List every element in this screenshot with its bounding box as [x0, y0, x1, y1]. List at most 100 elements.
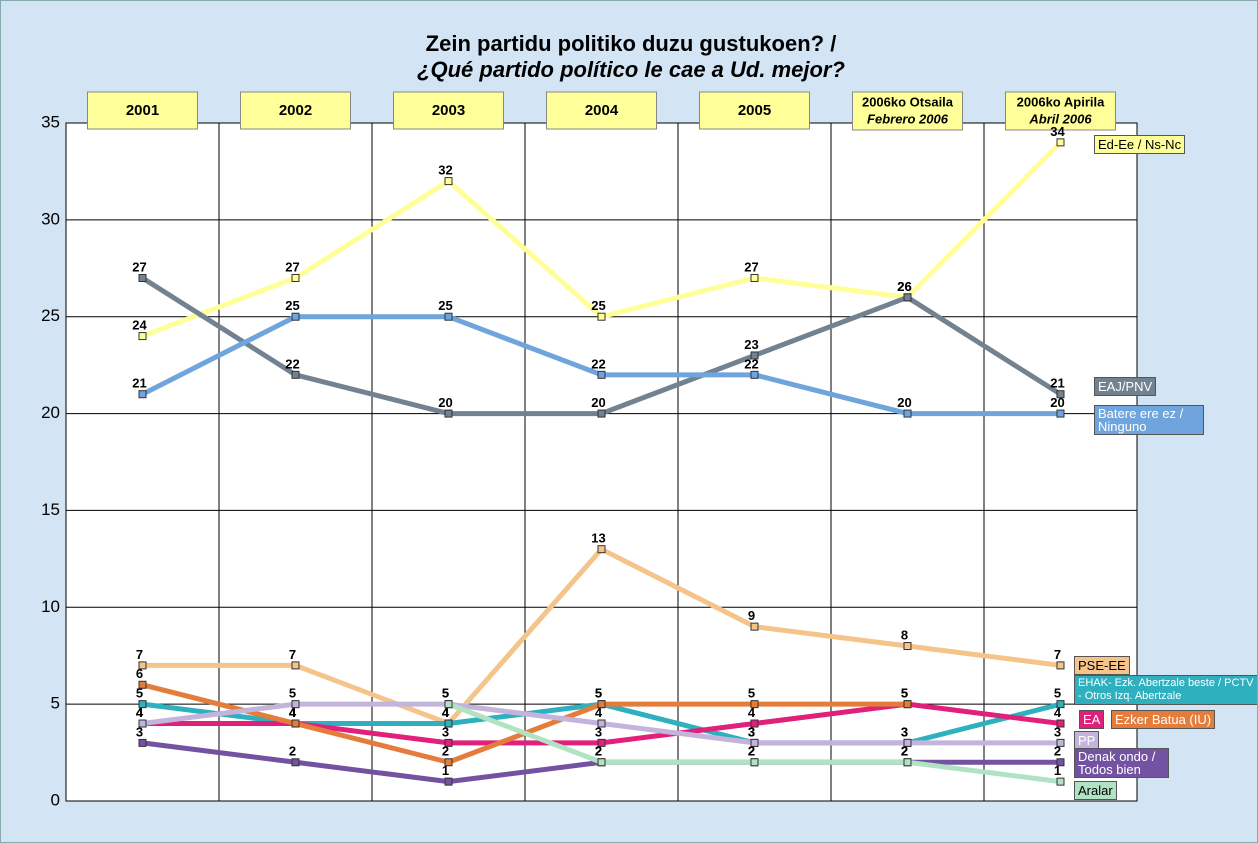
plot-area — [65, 122, 1138, 802]
x-tick-label: Febrero 2006 — [867, 111, 949, 126]
point — [138, 390, 147, 399]
y-tick-label: 30 — [41, 209, 60, 228]
data-label: 1 — [442, 763, 449, 778]
data-label: 7 — [289, 647, 296, 662]
data-label: 5 — [1054, 686, 1061, 701]
data-label: 3 — [901, 724, 908, 739]
data-label: 8 — [901, 627, 908, 642]
data-label: 25 — [285, 298, 299, 313]
point — [597, 719, 606, 728]
point — [444, 738, 453, 747]
legend-entry: Ezker Batua (IU) — [1111, 710, 1216, 729]
data-label: 5 — [136, 686, 143, 701]
legend-entry: EHAK- Ezk. Abertzale beste / PCTV - Otro… — [1074, 675, 1257, 705]
point — [1056, 409, 1065, 418]
data-label: 2 — [901, 744, 908, 759]
x-tick-label: 2006ko Apirila — [1017, 94, 1105, 109]
point — [750, 758, 759, 767]
data-label: 20 — [438, 395, 452, 410]
x-tick-label: 2005 — [738, 102, 771, 119]
category-box — [546, 91, 657, 130]
point — [903, 758, 912, 767]
data-label: 2 — [595, 744, 602, 759]
category-box — [852, 91, 963, 131]
data-label: 24 — [132, 318, 147, 333]
point — [1056, 138, 1065, 147]
point — [138, 332, 147, 341]
data-label: 4 — [289, 705, 297, 720]
point — [138, 700, 147, 709]
category-box — [240, 91, 351, 130]
legend-entry: EA — [1079, 710, 1105, 729]
data-label: 26 — [897, 279, 911, 294]
data-label: 13 — [591, 531, 605, 546]
legend-entry: PSE-EE — [1074, 656, 1130, 675]
legend-entry: PP — [1074, 731, 1100, 750]
point — [444, 777, 453, 786]
point — [750, 719, 759, 728]
data-label: 26 — [897, 279, 911, 294]
point — [1056, 700, 1065, 709]
data-label: 4 — [136, 705, 144, 720]
point — [291, 758, 300, 767]
y-tick-label: 25 — [41, 306, 60, 325]
data-label: 7 — [136, 647, 143, 662]
x-tick-label: 2006ko Otsaila — [862, 94, 954, 109]
data-label: 3 — [442, 724, 449, 739]
point — [903, 293, 912, 302]
data-label: 3 — [1054, 724, 1061, 739]
point — [597, 545, 606, 554]
point — [597, 409, 606, 418]
y-tick-label: 20 — [41, 403, 60, 422]
data-label: 4 — [595, 705, 603, 720]
chart-subtitle: ¿Qué partido político le cae a Ud. mejor… — [417, 57, 845, 82]
point — [597, 312, 606, 321]
data-label: 3 — [595, 724, 602, 739]
data-label: 22 — [591, 356, 605, 371]
point — [903, 700, 912, 709]
point — [1056, 390, 1065, 399]
data-label: 5 — [901, 686, 908, 701]
data-label: 2 — [1054, 744, 1061, 759]
point — [750, 622, 759, 631]
x-tick-label: Abril 2006 — [1028, 111, 1092, 126]
data-label: 32 — [438, 163, 452, 178]
data-label: 20 — [1050, 395, 1064, 410]
data-label: 21 — [132, 376, 146, 391]
point — [138, 273, 147, 282]
data-label: 6 — [136, 666, 143, 681]
point — [291, 273, 300, 282]
category-box — [1005, 91, 1116, 131]
data-label: 4 — [289, 705, 297, 720]
point — [597, 758, 606, 767]
data-label: 20 — [591, 395, 605, 410]
data-label: 3 — [748, 724, 755, 739]
category-box — [699, 91, 810, 130]
data-label: 5 — [748, 686, 755, 701]
point — [597, 700, 606, 709]
point — [444, 409, 453, 418]
data-label: 3 — [901, 724, 908, 739]
x-tick-label: 2004 — [585, 102, 619, 119]
chart-title: Zein partidu politiko duzu gustukoen? / — [426, 31, 837, 56]
legend-entry: Batere ere ez / Ninguno — [1094, 405, 1204, 435]
point — [138, 719, 147, 728]
point — [444, 758, 453, 767]
data-label: 7 — [1054, 647, 1061, 662]
point — [750, 370, 759, 379]
data-label: 3 — [136, 724, 143, 739]
data-label: 5 — [442, 686, 449, 701]
point — [750, 700, 759, 709]
point — [903, 642, 912, 651]
data-label: 25 — [438, 298, 452, 313]
point — [597, 370, 606, 379]
data-label: 21 — [1050, 376, 1064, 391]
data-label: 27 — [132, 259, 146, 274]
point — [597, 738, 606, 747]
data-label: 9 — [748, 608, 755, 623]
y-tick-label: 0 — [51, 790, 60, 809]
data-label: 27 — [285, 259, 299, 274]
point — [750, 273, 759, 282]
point — [1056, 738, 1065, 747]
point — [138, 738, 147, 747]
